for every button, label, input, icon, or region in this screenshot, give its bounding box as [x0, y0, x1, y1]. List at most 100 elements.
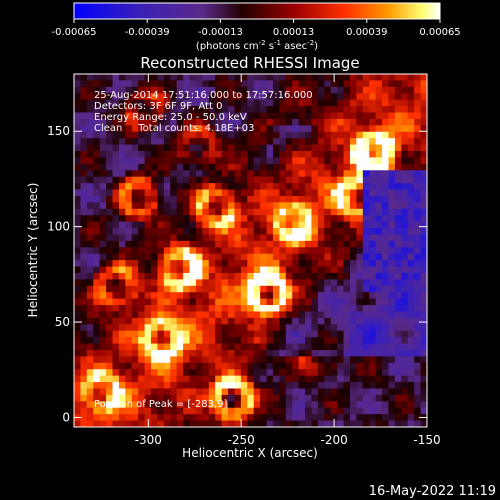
image-pixel [292, 112, 300, 120]
image-pixel [266, 125, 274, 133]
image-pixel [388, 382, 396, 389]
image-pixel [375, 343, 383, 351]
image-pixel [208, 266, 216, 274]
image-pixel [86, 144, 94, 152]
image-pixel [253, 324, 261, 332]
image-pixel [176, 305, 184, 312]
image-pixel [369, 157, 377, 165]
image-pixel [125, 272, 133, 280]
image-pixel [195, 195, 203, 203]
image-pixel [189, 183, 197, 190]
image-pixel [163, 369, 171, 377]
image-pixel [163, 125, 171, 133]
image-pixel [305, 86, 312, 94]
image-pixel [234, 317, 242, 325]
image-pixel [388, 247, 396, 255]
image-pixel [356, 163, 364, 171]
image-pixel [324, 80, 332, 88]
image-pixel [202, 163, 210, 171]
image-pixel [202, 170, 210, 178]
image-pixel [234, 298, 242, 306]
image-pixel [74, 131, 81, 139]
image-pixel [195, 86, 203, 94]
image-pixel [144, 93, 152, 101]
image-pixel [208, 125, 216, 133]
image-pixel [375, 215, 383, 223]
image-pixel [176, 202, 184, 210]
image-pixel [382, 234, 389, 242]
image-pixel [362, 324, 370, 332]
image-pixel [279, 221, 287, 229]
image-pixel [401, 138, 409, 145]
image-pixel [208, 272, 216, 280]
image-pixel [298, 202, 306, 210]
image-pixel [330, 125, 338, 133]
image-pixel [157, 292, 165, 300]
image-pixel [330, 369, 338, 377]
image-pixel [311, 247, 319, 255]
image-pixel [382, 157, 389, 165]
image-pixel [144, 215, 152, 223]
image-pixel [228, 234, 235, 242]
image-pixel [151, 202, 158, 210]
image-pixel [407, 74, 415, 81]
image-pixel [240, 240, 248, 248]
image-pixel [369, 272, 377, 280]
image-pixel [240, 99, 248, 107]
image-pixel [420, 324, 427, 332]
image-pixel [407, 106, 415, 113]
image-pixel [163, 151, 171, 158]
image-pixel [407, 189, 415, 197]
image-pixel [131, 170, 139, 178]
image-pixel [311, 131, 319, 139]
image-pixel [189, 317, 197, 325]
image-pixel [260, 163, 267, 171]
y-axis-label: Heliocentric Y (arcsec) [26, 183, 40, 318]
image-pixel [272, 317, 280, 325]
image-pixel [330, 317, 338, 325]
image-pixel [240, 234, 248, 242]
image-title: Reconstructed RHESSI Image [140, 54, 359, 72]
image-pixel [157, 234, 165, 242]
image-pixel [279, 176, 287, 184]
image-pixel [272, 125, 280, 133]
image-pixel [401, 151, 409, 158]
image-pixel [189, 151, 197, 158]
image-pixel [151, 118, 158, 126]
image-pixel [253, 221, 261, 229]
image-pixel [330, 330, 338, 338]
image-pixel [285, 99, 293, 107]
image-pixel [311, 349, 319, 357]
image-pixel [234, 99, 242, 107]
image-pixel [138, 369, 145, 377]
image-pixel [176, 311, 184, 319]
image-pixel [324, 349, 332, 357]
image-pixel [394, 125, 402, 133]
image-pixel [362, 375, 370, 383]
image-pixel [99, 382, 107, 389]
image-pixel [221, 401, 229, 409]
image-pixel [343, 285, 351, 293]
image-pixel [285, 337, 293, 344]
image-pixel [215, 253, 223, 261]
image-pixel [292, 337, 300, 344]
image-pixel [388, 401, 396, 409]
image-pixel [202, 285, 210, 293]
image-pixel [112, 247, 120, 255]
image-pixel [157, 382, 165, 389]
image-pixel [112, 106, 120, 113]
image-pixel [118, 189, 126, 197]
image-pixel [215, 298, 223, 306]
image-pixel [183, 362, 190, 370]
image-pixel [157, 330, 165, 338]
image-pixel [163, 349, 171, 357]
image-pixel [125, 80, 133, 88]
image-pixel [324, 215, 332, 223]
image-pixel [157, 80, 165, 88]
image-pixel [343, 215, 351, 223]
image-pixel [74, 394, 81, 402]
image-pixel [253, 356, 261, 364]
image-pixel [157, 144, 165, 152]
image-pixel [279, 118, 287, 126]
image-pixel [93, 298, 101, 306]
